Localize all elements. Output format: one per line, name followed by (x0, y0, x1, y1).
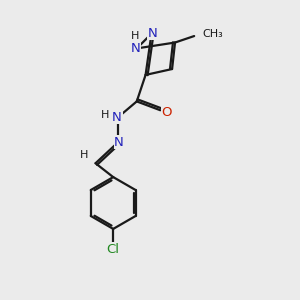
Text: Cl: Cl (107, 243, 120, 256)
Text: H: H (131, 31, 140, 41)
Text: H: H (101, 110, 110, 120)
Text: H: H (80, 150, 88, 160)
Text: O: O (161, 106, 172, 119)
Text: N: N (148, 27, 158, 40)
Text: CH₃: CH₃ (202, 29, 223, 39)
Text: N: N (112, 110, 122, 124)
Text: N: N (130, 42, 140, 55)
Text: N: N (114, 136, 124, 148)
